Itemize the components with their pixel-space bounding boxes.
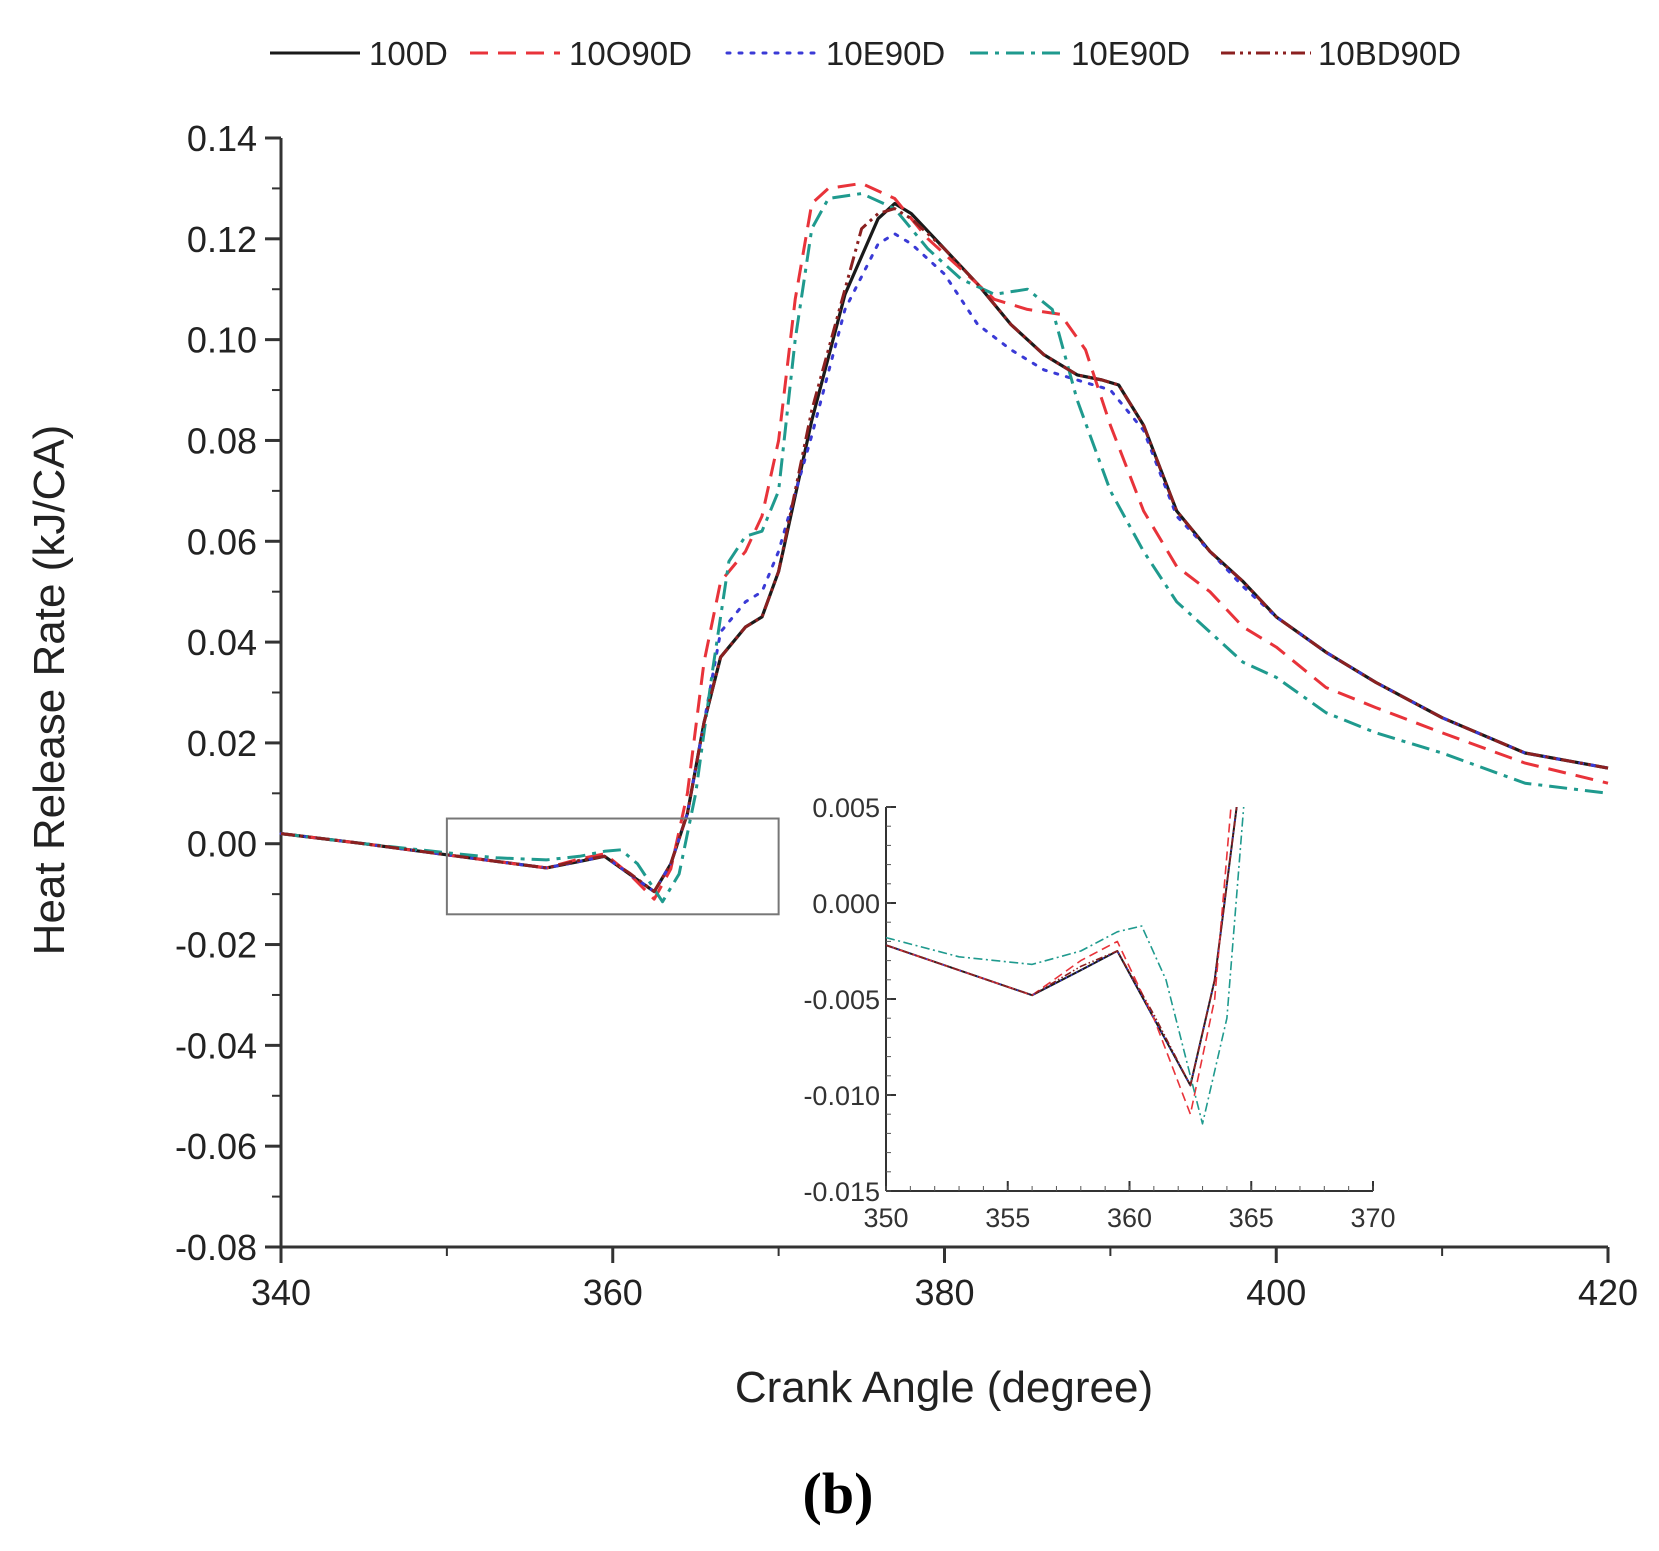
- inset-x-tick-label: 365: [1229, 1203, 1274, 1233]
- y-tick-label: 0.08: [187, 420, 257, 461]
- x-tick-label: 360: [583, 1272, 643, 1313]
- y-tick-label: -0.02: [175, 925, 257, 966]
- y-tick-label: -0.04: [175, 1025, 257, 1066]
- legend: 100D 10O90D 10E90D 10E90D 10BD90D: [270, 35, 1461, 72]
- y-tick-label: -0.08: [175, 1227, 257, 1268]
- inset-series-line-5: [886, 807, 1238, 1087]
- inset-x-tick-label: 350: [863, 1203, 908, 1233]
- zoom-box: [445, 817, 780, 916]
- y-tick-label: 0.04: [187, 622, 257, 663]
- x-tick-label: 400: [1246, 1272, 1306, 1313]
- inset-y-tick-label: 0.005: [812, 793, 880, 823]
- legend-label-5: 10BD90D: [1318, 35, 1461, 72]
- y-tick-label: -0.06: [175, 1126, 257, 1167]
- y-tick-label: 0.00: [187, 824, 257, 865]
- series-line-1: [280, 201, 1609, 894]
- inset-background: [886, 807, 1373, 1191]
- inset-series-line-4: [886, 807, 1245, 1125]
- inset-y-ticks: 0.005 0.000 -0.005 -0.010 -0.015: [803, 793, 896, 1207]
- series-line-5: [280, 207, 1609, 894]
- inset-plot: 0.005 0.000 -0.005 -0.010 -0.015 350 355 360 36…: [803, 793, 1396, 1233]
- inset-y-tick-label: 0.000: [812, 889, 880, 919]
- x-ticks: 340 360 380 400 420: [251, 1247, 1638, 1313]
- y-tick-label: 0.14: [187, 118, 257, 159]
- main-axes: 0.14 0.12 0.10 0.08 0.06 0.04 0.02 0.00 -0.02 -0.…: [175, 118, 1638, 1313]
- legend-label-3: 10E90D: [826, 35, 945, 72]
- inset-y-tick-label: -0.005: [803, 985, 880, 1015]
- inset-series-line-3: [886, 807, 1238, 1087]
- inset-series-group: [886, 807, 1245, 1125]
- y-tick-label: 0.12: [187, 219, 257, 260]
- x-tick-label: 380: [914, 1272, 974, 1313]
- y-axis-title: Heat Release Rate (kJ/CA): [25, 425, 74, 956]
- series-group: [279, 181, 1610, 904]
- figure-caption: (b): [803, 1461, 874, 1526]
- y-ticks: 0.14 0.12 0.10 0.08 0.06 0.04 0.02 0.00 -0.02 -0.…: [175, 118, 281, 1268]
- inset-x-tick-label: 355: [985, 1203, 1030, 1233]
- inset-x-tick-label: 370: [1350, 1203, 1395, 1233]
- y-tick-label: 0.02: [187, 723, 257, 764]
- inset-x-tick-label: 360: [1107, 1203, 1152, 1233]
- legend-label-2: 10O90D: [569, 35, 692, 72]
- series-line-4: [280, 192, 1609, 904]
- inset-y-tick-label: -0.015: [803, 1177, 880, 1207]
- x-axis-title: Crank Angle (degree): [735, 1363, 1153, 1412]
- series-line-3: [279, 232, 1610, 894]
- x-tick-label: 420: [1578, 1272, 1638, 1313]
- legend-label-1: 100D: [369, 35, 448, 72]
- x-tick-label: 340: [251, 1272, 311, 1313]
- inset-x-ticks: 350 355 360 365 370: [863, 1181, 1396, 1233]
- inset-y-tick-label: -0.010: [803, 1081, 880, 1111]
- y-tick-label: 0.06: [187, 521, 257, 562]
- series-line-2: [280, 181, 1609, 901]
- legend-label-4: 10E90D: [1071, 35, 1190, 72]
- y-tick-label: 0.10: [187, 320, 257, 361]
